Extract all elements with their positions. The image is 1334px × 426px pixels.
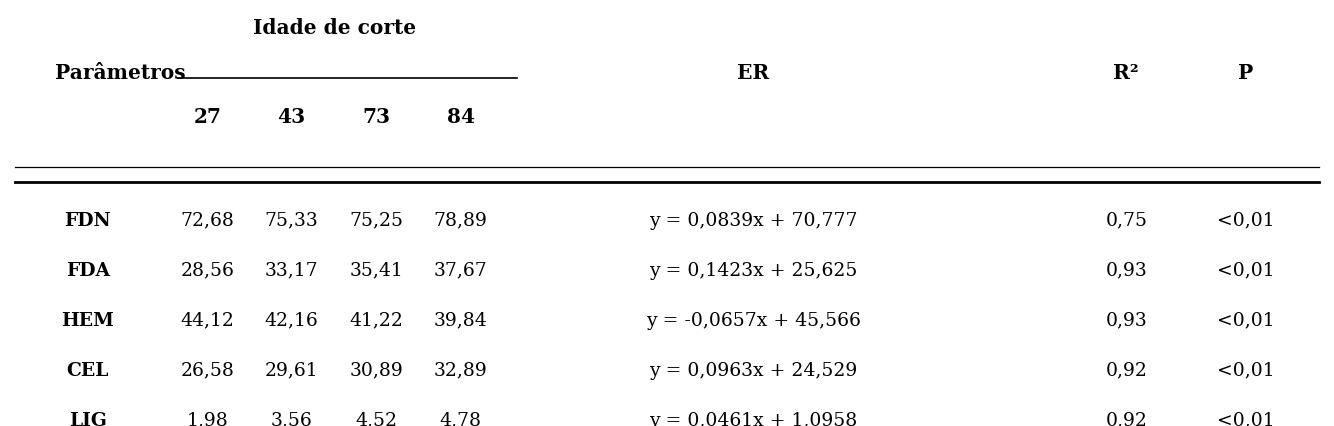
Text: 29,61: 29,61 bbox=[264, 362, 319, 380]
Text: 39,84: 39,84 bbox=[434, 312, 487, 330]
Text: 72,68: 72,68 bbox=[181, 212, 235, 230]
Text: <0,01: <0,01 bbox=[1217, 362, 1275, 380]
Text: 0,75: 0,75 bbox=[1106, 212, 1147, 230]
Text: LIG: LIG bbox=[69, 412, 107, 426]
Text: Parâmetros: Parâmetros bbox=[55, 63, 185, 83]
Text: HEM: HEM bbox=[61, 312, 115, 330]
Text: <0,01: <0,01 bbox=[1217, 312, 1275, 330]
Text: 73: 73 bbox=[363, 107, 391, 127]
Text: 0,93: 0,93 bbox=[1106, 262, 1147, 280]
Text: <0,01: <0,01 bbox=[1217, 262, 1275, 280]
Text: 4,52: 4,52 bbox=[356, 412, 398, 426]
Text: 4,78: 4,78 bbox=[440, 412, 482, 426]
Text: <0,01: <0,01 bbox=[1217, 212, 1275, 230]
Text: 41,22: 41,22 bbox=[350, 312, 404, 330]
Text: y = 0,1423x + 25,625: y = 0,1423x + 25,625 bbox=[650, 262, 858, 280]
Text: 84: 84 bbox=[447, 107, 475, 127]
Text: y = 0,0839x + 70,777: y = 0,0839x + 70,777 bbox=[650, 212, 858, 230]
Text: y = 0,0461x + 1,0958: y = 0,0461x + 1,0958 bbox=[650, 412, 858, 426]
Text: 42,16: 42,16 bbox=[264, 312, 319, 330]
Text: <0,01: <0,01 bbox=[1217, 412, 1275, 426]
Text: 35,41: 35,41 bbox=[350, 262, 404, 280]
Text: FDN: FDN bbox=[64, 212, 111, 230]
Text: 75,25: 75,25 bbox=[350, 212, 404, 230]
Text: 1,98: 1,98 bbox=[187, 412, 228, 426]
Text: R²: R² bbox=[1114, 63, 1139, 83]
Text: 0,92: 0,92 bbox=[1106, 412, 1147, 426]
Text: 33,17: 33,17 bbox=[264, 262, 319, 280]
Text: 43: 43 bbox=[277, 107, 305, 127]
Text: ER: ER bbox=[738, 63, 770, 83]
Text: 3,56: 3,56 bbox=[271, 412, 312, 426]
Text: 28,56: 28,56 bbox=[181, 262, 235, 280]
Text: 32,89: 32,89 bbox=[434, 362, 487, 380]
Text: 37,67: 37,67 bbox=[434, 262, 487, 280]
Text: 30,89: 30,89 bbox=[350, 362, 404, 380]
Text: 75,33: 75,33 bbox=[264, 212, 319, 230]
Text: 0,92: 0,92 bbox=[1106, 362, 1147, 380]
Text: 44,12: 44,12 bbox=[181, 312, 235, 330]
Text: P: P bbox=[1238, 63, 1254, 83]
Text: CEL: CEL bbox=[67, 362, 109, 380]
Text: FDA: FDA bbox=[65, 262, 109, 280]
Text: 0,93: 0,93 bbox=[1106, 312, 1147, 330]
Text: 78,89: 78,89 bbox=[434, 212, 488, 230]
Text: 27: 27 bbox=[193, 107, 221, 127]
Text: y = -0,0657x + 45,566: y = -0,0657x + 45,566 bbox=[646, 312, 860, 330]
Text: 26,58: 26,58 bbox=[181, 362, 235, 380]
Text: y = 0,0963x + 24,529: y = 0,0963x + 24,529 bbox=[650, 362, 858, 380]
Text: Idade de corte: Idade de corte bbox=[252, 18, 416, 38]
